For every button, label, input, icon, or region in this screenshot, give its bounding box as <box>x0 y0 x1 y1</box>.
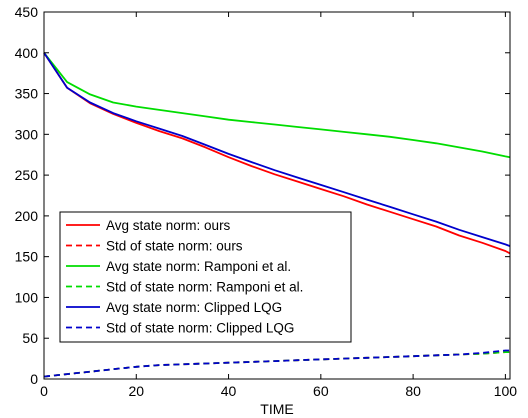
series-line-6 <box>43 349 510 378</box>
y-tick-label: 100 <box>15 289 39 305</box>
legend-label: Avg state norm: Ramponi et al. <box>106 259 291 274</box>
series-line-5 <box>43 52 511 247</box>
y-tick-label: 400 <box>15 45 39 61</box>
y-tick-label: 200 <box>15 208 39 224</box>
legend-label: Std of state norm: Clipped LQG <box>106 321 294 336</box>
y-tick-label: 450 <box>15 4 39 20</box>
legend-box <box>59 211 352 343</box>
legend-label: Std of state norm: Ramponi et al. <box>106 280 303 295</box>
x-axis: 0 20 40 60 80 100 <box>40 12 517 399</box>
y-tick-label: 350 <box>15 86 39 102</box>
x-tick-label: 40 <box>221 383 237 399</box>
y-tick-label: 0 <box>30 371 38 387</box>
x-tick-label: 60 <box>313 383 329 399</box>
series-line-4 <box>43 351 510 378</box>
y-tick-label: 150 <box>15 249 39 265</box>
series-lines <box>43 52 511 378</box>
series-line-1 <box>43 52 511 255</box>
x-axis-title: TIME <box>260 401 293 417</box>
series-line-2 <box>43 351 510 378</box>
plot-area-frame <box>43 11 511 380</box>
x-tick-label: 0 <box>40 383 48 399</box>
legend-label: Avg state norm: ours <box>106 218 231 233</box>
legend: Avg state norm: ours Std of state norm: o… <box>59 211 352 343</box>
legend-label: Std of state norm: ours <box>106 239 243 254</box>
x-tick-label: 80 <box>405 383 421 399</box>
legend-label: Avg state norm: Clipped LQG <box>106 300 282 315</box>
y-tick-label: 300 <box>15 126 39 142</box>
series-line-3 <box>43 52 511 159</box>
y-axis: 0 50 100 150 200 250 300 350 400 450 <box>15 4 510 387</box>
x-tick-label: 100 <box>494 383 518 399</box>
y-tick-label: 250 <box>15 167 39 183</box>
x-tick-label: 20 <box>128 383 144 399</box>
y-tick-label: 50 <box>22 330 38 346</box>
